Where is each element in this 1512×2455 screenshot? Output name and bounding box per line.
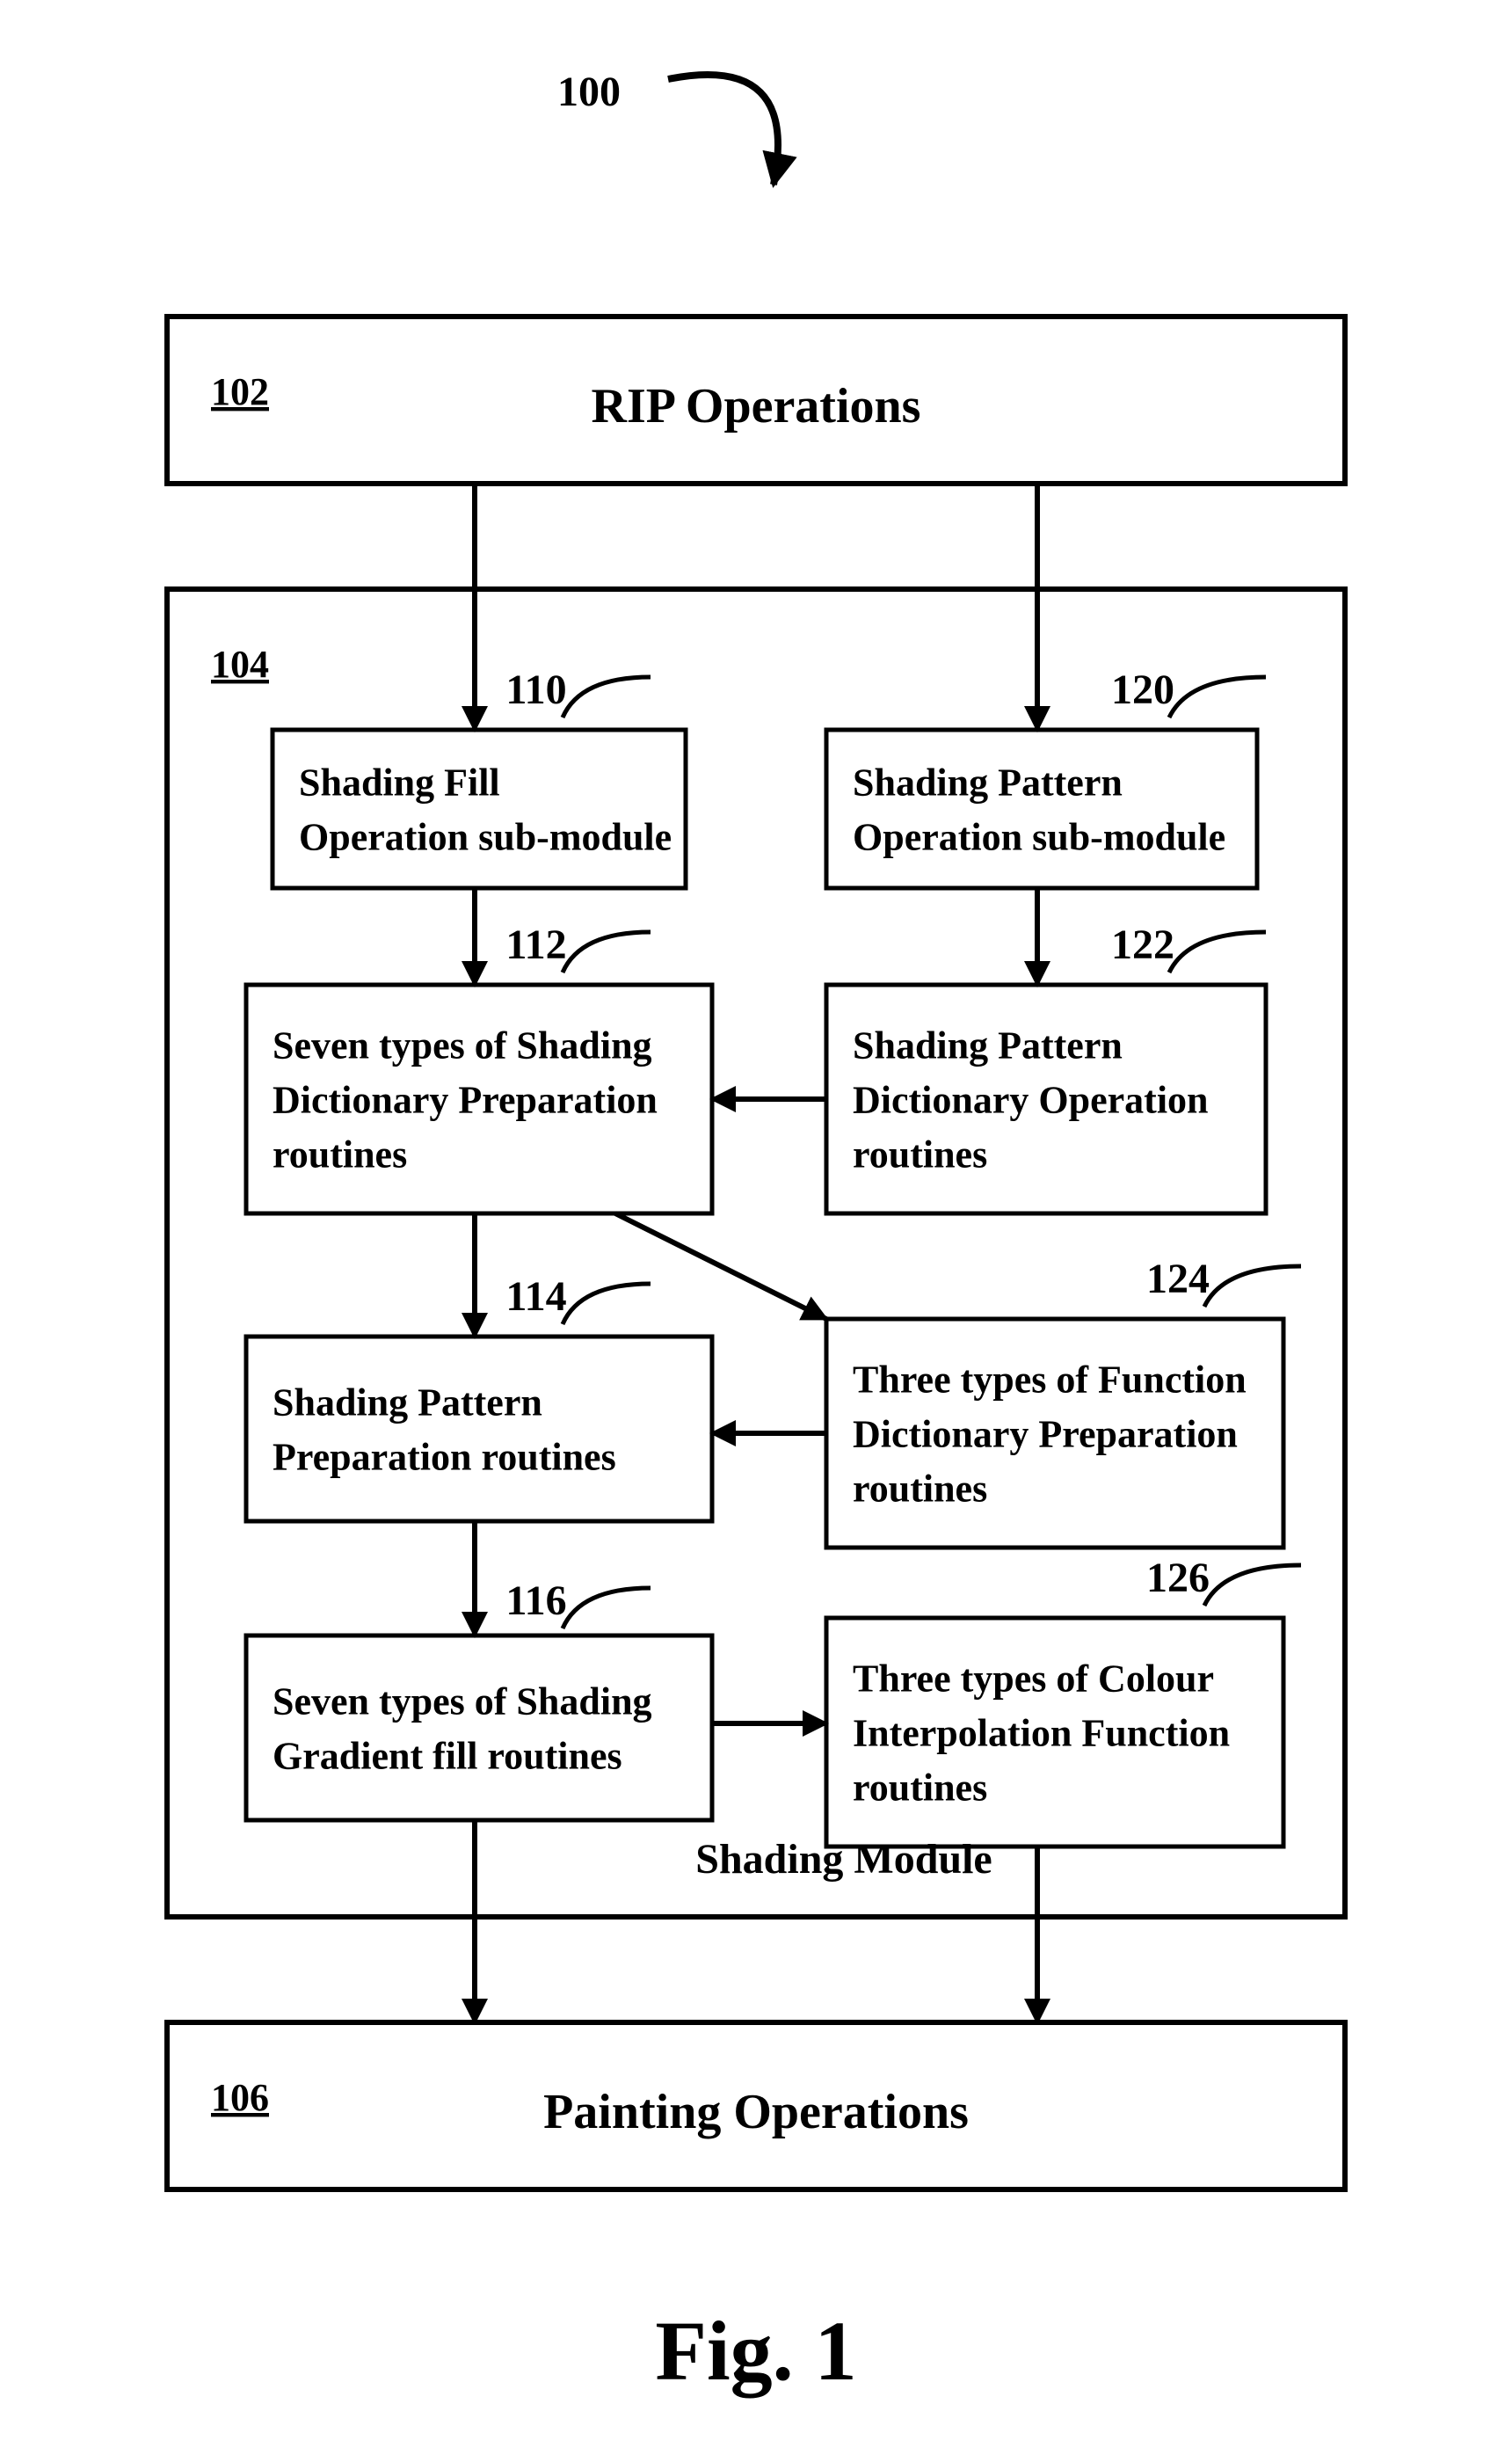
- svg-text:Three types of Colour: Three types of Colour: [853, 1657, 1214, 1700]
- svg-text:Shading Module: Shading Module: [695, 1836, 992, 1883]
- svg-text:116: 116: [505, 1577, 566, 1624]
- svg-text:102: 102: [211, 370, 269, 413]
- svg-text:routines: routines: [853, 1133, 987, 1176]
- node-122: Shading Pattern Dictionary Operation routi…: [826, 922, 1266, 1213]
- svg-text:104: 104: [211, 643, 269, 686]
- svg-text:124: 124: [1146, 1256, 1210, 1302]
- svg-text:122: 122: [1111, 922, 1174, 968]
- node-120: Shading Pattern Operation sub-module 120: [826, 667, 1266, 888]
- svg-text:114: 114: [505, 1273, 566, 1320]
- node-124: Three types of Function Dictionary Prepar…: [826, 1256, 1301, 1548]
- svg-text:Interpolation Function: Interpolation Function: [853, 1711, 1230, 1754]
- outer-box-106: 106 Painting Operations: [167, 2022, 1345, 2189]
- svg-text:Dictionary Preparation: Dictionary Preparation: [273, 1078, 658, 1121]
- node-114: Shading Pattern Preparation routines 114: [246, 1273, 712, 1521]
- svg-text:Dictionary Operation: Dictionary Operation: [853, 1078, 1209, 1121]
- svg-text:Shading Pattern: Shading Pattern: [273, 1380, 542, 1424]
- svg-text:Shading Fill: Shading Fill: [299, 761, 500, 804]
- svg-text:Gradient fill routines: Gradient fill routines: [273, 1734, 622, 1777]
- node-126: Three types of Colour Interpolation Funct…: [826, 1555, 1301, 1847]
- svg-text:Preparation routines: Preparation routines: [273, 1435, 616, 1478]
- svg-text:routines: routines: [273, 1133, 407, 1176]
- node-116: Seven types of Shading Gradient fill rout…: [246, 1577, 712, 1820]
- svg-text:Fig. 1: Fig. 1: [655, 2304, 856, 2398]
- svg-text:126: 126: [1146, 1555, 1210, 1601]
- svg-text:Seven types of Shading: Seven types of Shading: [273, 1024, 652, 1067]
- svg-text:Operation sub-module: Operation sub-module: [299, 815, 672, 858]
- outer-box-102: 102 RIP Operations: [167, 317, 1345, 484]
- svg-text:110: 110: [505, 667, 566, 713]
- svg-text:Painting Operations: Painting Operations: [543, 2085, 969, 2139]
- svg-text:routines: routines: [853, 1467, 987, 1510]
- svg-text:Three types of Function: Three types of Function: [853, 1358, 1247, 1401]
- svg-text:112: 112: [505, 922, 566, 968]
- svg-text:Dictionary Preparation: Dictionary Preparation: [853, 1412, 1238, 1455]
- node-112: Seven types of Shading Dictionary Prepara…: [246, 922, 712, 1213]
- svg-text:Seven types of Shading: Seven types of Shading: [273, 1679, 652, 1723]
- svg-text:RIP Operations: RIP Operations: [592, 379, 921, 433]
- svg-text:Shading Pattern: Shading Pattern: [853, 1024, 1123, 1067]
- svg-text:Operation sub-module: Operation sub-module: [853, 815, 1225, 858]
- svg-text:routines: routines: [853, 1766, 987, 1809]
- node-110: Shading Fill Operation sub-module 110: [273, 667, 686, 888]
- svg-text:120: 120: [1111, 667, 1174, 713]
- svg-text:106: 106: [211, 2076, 269, 2119]
- svg-text:Shading Pattern: Shading Pattern: [853, 761, 1123, 804]
- svg-text:100: 100: [557, 69, 621, 115]
